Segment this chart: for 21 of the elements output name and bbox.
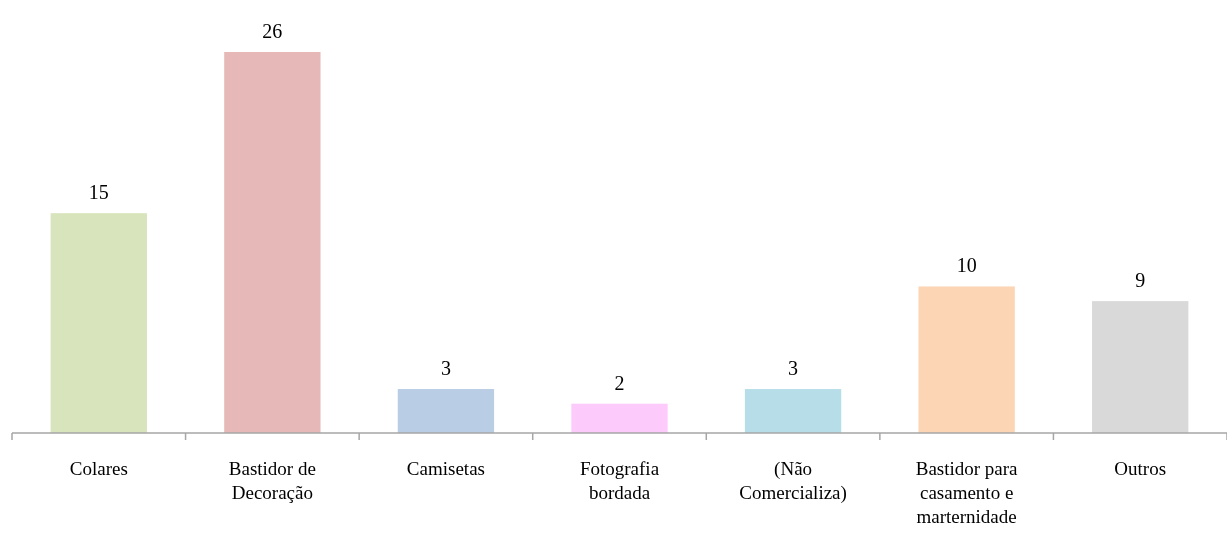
x-tick-label: Bastidor de Decoração bbox=[228, 458, 316, 503]
bar bbox=[224, 52, 321, 433]
data-label: 3 bbox=[788, 357, 799, 380]
bar bbox=[1092, 301, 1189, 433]
x-tick-label: Colares bbox=[69, 458, 128, 479]
data-label: 2 bbox=[614, 371, 625, 394]
bar bbox=[744, 389, 842, 433]
data-label: 3 bbox=[440, 357, 451, 380]
x-tick-label: Bastidor para casamento e marternidade bbox=[915, 458, 1019, 527]
bar bbox=[918, 286, 1015, 433]
bar bbox=[397, 389, 495, 433]
x-tick-label: Camisetas bbox=[406, 458, 485, 479]
data-label: 26 bbox=[262, 20, 283, 42]
bar bbox=[571, 403, 668, 433]
data-label: 9 bbox=[1135, 269, 1146, 292]
x-tick-label: (Não Comercializa) bbox=[739, 458, 847, 504]
x-tick-label: Outros bbox=[1114, 458, 1167, 479]
data-label: 10 bbox=[956, 254, 977, 277]
x-tick-label: Fotografia bordada bbox=[579, 458, 660, 503]
data-label: 15 bbox=[88, 181, 109, 204]
bar bbox=[50, 213, 147, 433]
